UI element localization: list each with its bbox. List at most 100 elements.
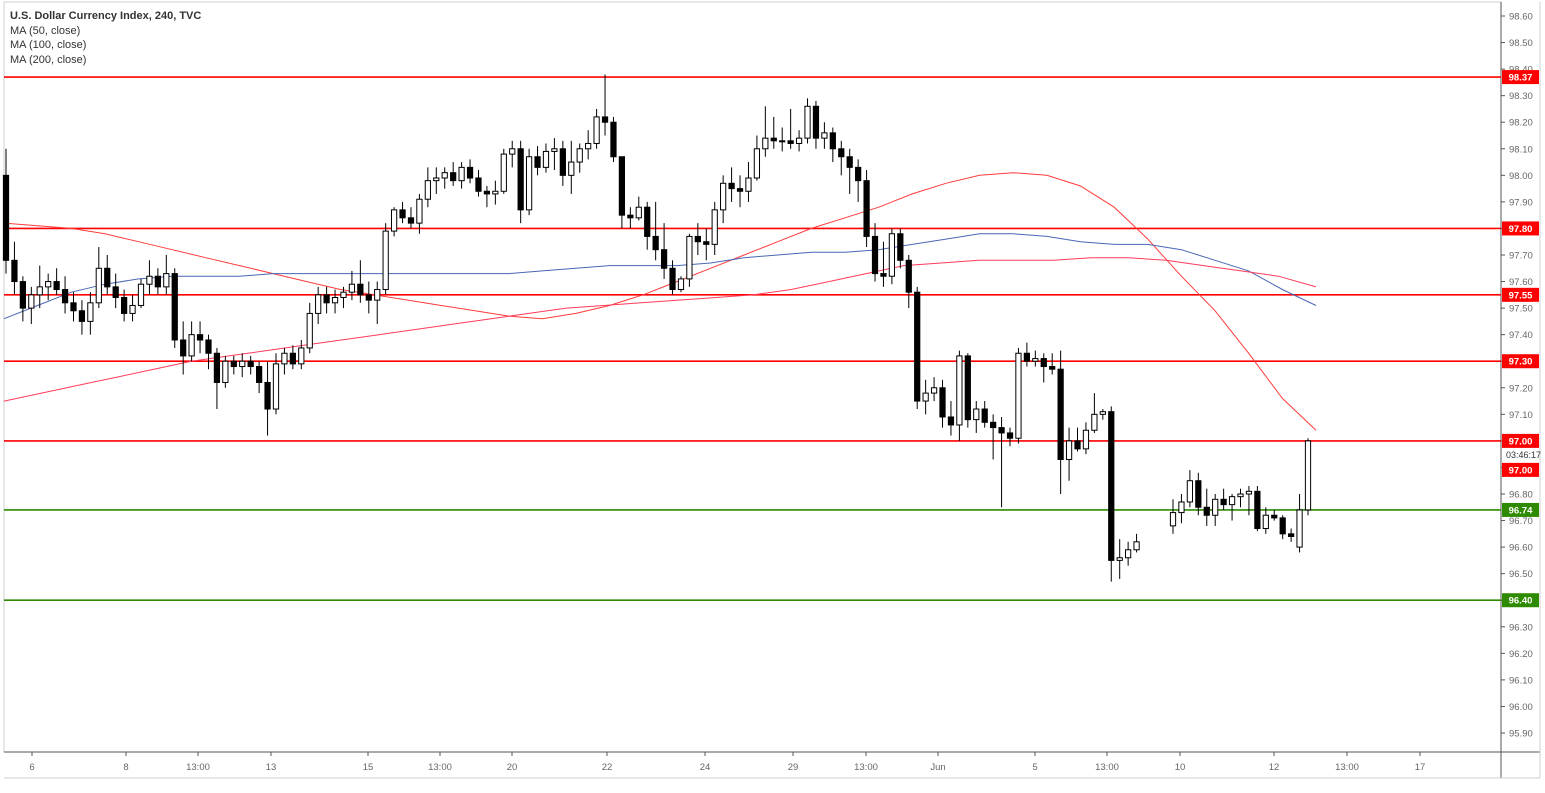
y-tick-label: 97.90 xyxy=(1509,197,1533,208)
candle-down xyxy=(846,156,853,168)
candle-down xyxy=(78,310,86,322)
candle-up xyxy=(593,116,600,144)
candle-down xyxy=(905,259,912,293)
price-marker-text: 97.00 xyxy=(1509,465,1533,476)
candle-up xyxy=(306,312,313,349)
level-tag-text: 97.80 xyxy=(1509,224,1533,235)
candle-up xyxy=(551,148,558,152)
ma-line-200 xyxy=(3,257,1317,402)
candle-up xyxy=(1237,493,1244,498)
candle-up xyxy=(188,334,195,357)
candle-down xyxy=(1108,411,1115,561)
y-tick-label: 97.50 xyxy=(1509,304,1533,315)
candle-down xyxy=(855,166,862,182)
x-tick-label: 13:00 xyxy=(854,762,878,773)
candle-up xyxy=(1125,549,1132,559)
ma-line-100 xyxy=(3,233,1317,320)
level-tag-text: 97.55 xyxy=(1509,290,1533,301)
level-tag-text: 97.00 xyxy=(1509,436,1533,447)
legend-ma100: MA (100, close) xyxy=(10,39,87,51)
candle-up xyxy=(1133,541,1140,551)
candle-down xyxy=(1049,366,1056,370)
candle-up xyxy=(492,190,499,195)
candle-up xyxy=(779,140,786,143)
candle-down xyxy=(180,339,187,357)
x-tick-label: 17 xyxy=(1415,762,1426,773)
candle-down xyxy=(1195,480,1202,508)
candle-down xyxy=(652,235,659,251)
level-tag-96.74 xyxy=(1502,502,1539,517)
candle-up xyxy=(1099,411,1106,415)
x-tick-label: 24 xyxy=(700,762,711,773)
candle-down xyxy=(19,281,26,309)
candle-down xyxy=(1023,352,1031,362)
y-tick-label: 95.90 xyxy=(1509,729,1533,740)
level-tag-text: 98.37 xyxy=(1509,73,1533,84)
candle-up xyxy=(745,177,752,192)
candle-up xyxy=(753,148,761,179)
y-tick-label: 96.10 xyxy=(1509,675,1533,686)
candle-up xyxy=(821,132,828,139)
y-tick-label: 96.50 xyxy=(1509,569,1533,580)
candle-down xyxy=(787,140,794,144)
candle-up xyxy=(45,281,52,288)
candle-up xyxy=(804,105,811,139)
candle-up xyxy=(720,182,727,211)
candle-down xyxy=(880,273,887,277)
candle-down xyxy=(1040,358,1047,368)
chart-legend: U.S. Dollar Currency Index, 240, TVC MA … xyxy=(10,9,201,67)
y-tick-label: 97.60 xyxy=(1509,277,1533,288)
candle-down xyxy=(466,166,474,179)
y-tick-label: 96.60 xyxy=(1509,543,1533,554)
y-tick-label: 96.30 xyxy=(1509,622,1533,633)
x-tick-label: 6 xyxy=(29,762,34,773)
candle-up xyxy=(888,233,896,277)
candle-down xyxy=(534,156,541,168)
candle-down xyxy=(703,241,710,245)
level-tag-97.55 xyxy=(1502,287,1539,302)
y-tick-label: 98.10 xyxy=(1509,144,1533,155)
level-tag-text: 96.40 xyxy=(1509,596,1533,607)
candle-down xyxy=(947,416,955,426)
candle-up xyxy=(340,291,347,298)
candle-down xyxy=(728,182,735,190)
x-tick-label: 13:00 xyxy=(1335,762,1359,773)
x-tick-label: 13:00 xyxy=(428,762,452,773)
candle-up xyxy=(635,206,642,219)
candle-down xyxy=(230,360,237,368)
candle-up xyxy=(416,198,423,224)
candle-up xyxy=(1262,514,1269,530)
candle-up xyxy=(331,296,339,304)
candle-down xyxy=(154,275,161,288)
level-tag-96.40 xyxy=(1502,593,1539,608)
candle-up xyxy=(677,278,685,291)
candle-up xyxy=(348,283,356,293)
candle-up xyxy=(956,355,963,426)
candle-up xyxy=(922,392,929,402)
candle-down xyxy=(264,381,271,410)
x-tick-label: 5 xyxy=(1032,762,1037,773)
y-tick-label: 96.20 xyxy=(1509,649,1533,660)
candle-up xyxy=(542,150,550,168)
candle-down xyxy=(964,355,971,421)
candle-down xyxy=(1220,498,1227,506)
candle-up xyxy=(711,209,718,245)
candle-down xyxy=(104,267,111,288)
candle-down xyxy=(407,217,415,224)
level-tag-98.37 xyxy=(1502,70,1539,85)
legend-title: U.S. Dollar Currency Index, 240, TVC xyxy=(10,10,202,22)
candle-down xyxy=(914,291,921,402)
candle-up xyxy=(87,302,94,322)
candle-down xyxy=(627,214,634,219)
candle-up xyxy=(930,387,938,394)
candle-up xyxy=(137,283,145,306)
level-tag-97.00 xyxy=(1502,433,1539,448)
candle-up xyxy=(382,230,389,291)
y-tick-label: 96.70 xyxy=(1509,516,1533,527)
candle-down xyxy=(2,174,10,261)
candle-down xyxy=(357,283,364,296)
y-tick-label: 98.50 xyxy=(1509,38,1533,49)
candle-up xyxy=(1091,413,1098,431)
